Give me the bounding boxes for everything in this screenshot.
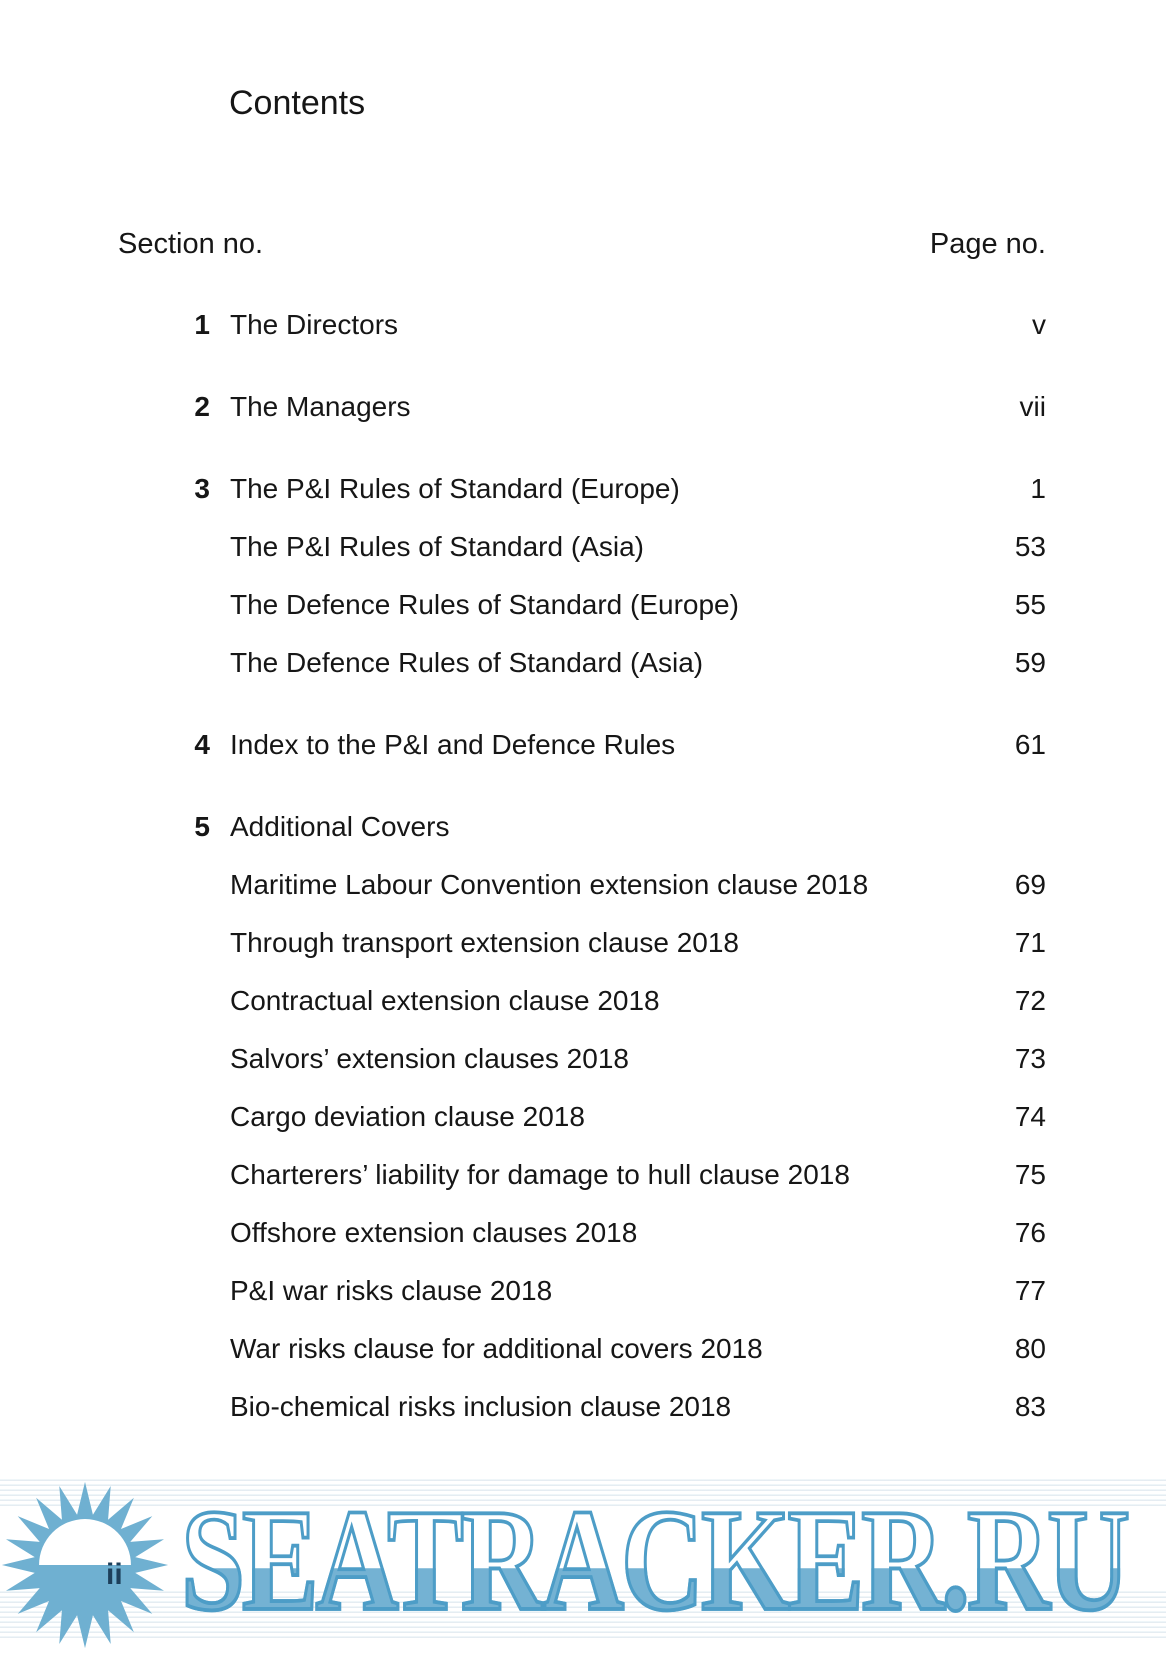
toc-row-page: 76 — [1014, 1217, 1046, 1248]
toc-row-number: 5 — [194, 811, 210, 842]
toc-row-page: v — [1032, 309, 1046, 340]
toc-row-title: The P&I Rules of Standard (Europe) — [230, 473, 680, 504]
toc-row-number: 2 — [194, 391, 210, 422]
toc-row-title: The Defence Rules of Standard (Europe) — [230, 589, 739, 620]
toc-row-title: Bio-chemical risks inclusion clause 2018 — [230, 1391, 732, 1422]
toc-row-number: 3 — [194, 473, 210, 504]
toc-row-title: Offshore extension clauses 2018 — [230, 1217, 638, 1248]
toc-row: Cargo deviation clause 2018 74 — [118, 1101, 1046, 1133]
toc-row-page: 75 — [1014, 1159, 1046, 1190]
toc-row-title: The Managers — [230, 391, 411, 422]
toc-row: The Defence Rules of Standard (Europe) 5… — [118, 589, 1046, 621]
page-no-header: Page no. — [929, 228, 1046, 260]
toc-row-title: The Directors — [230, 309, 399, 340]
toc-row: Maritime Labour Convention extension cla… — [118, 869, 1046, 901]
toc-row-title: Index to the P&I and Defence Rules — [230, 729, 676, 760]
watermark-noise-band — [0, 1476, 1166, 1506]
sun-logo-icon — [1, 1481, 169, 1649]
toc-row: Offshore extension clauses 2018 76 — [118, 1217, 1046, 1249]
toc-row-title: P&I war risks clause 2018 — [230, 1275, 553, 1306]
toc-row-page: 71 — [1014, 927, 1046, 958]
toc-row-page: 83 — [1014, 1391, 1046, 1422]
toc-column-headers: Section no. Page no. — [118, 228, 1046, 260]
toc-row: 1 The Directors v — [118, 309, 1046, 341]
toc-row-page: 61 — [1014, 729, 1046, 760]
toc-row-title: The P&I Rules of Standard (Asia) — [230, 531, 644, 562]
toc-row: 2 The Managers vii — [118, 391, 1046, 423]
toc-row-title: The Defence Rules of Standard (Asia) — [230, 647, 704, 678]
toc-row: Bio-chemical risks inclusion clause 2018… — [118, 1391, 1046, 1423]
toc-row-page: 59 — [1014, 647, 1046, 678]
toc-row: 3 The P&I Rules of Standard (Europe) 1 — [118, 473, 1046, 505]
toc-row-title: Additional Covers — [230, 811, 450, 842]
toc-row-number: 1 — [194, 309, 210, 340]
page-title: Contents — [229, 84, 366, 122]
toc-row: War risks clause for additional covers 2… — [118, 1333, 1046, 1365]
toc-row: 4 Index to the P&I and Defence Rules 61 — [118, 729, 1046, 761]
toc-row: The P&I Rules of Standard (Asia) 53 — [118, 531, 1046, 563]
toc-row-page: 74 — [1014, 1101, 1046, 1132]
section-no-header: Section no. — [118, 228, 264, 260]
toc-row-page: vii — [1019, 391, 1046, 422]
toc-row-title: War risks clause for additional covers 2… — [230, 1333, 763, 1364]
toc-row-page: 77 — [1014, 1275, 1046, 1306]
toc-row-title: Charterers’ liability for damage to hull… — [230, 1159, 850, 1190]
page-number-label: ii — [106, 1558, 123, 1591]
toc-row: 5 Additional Covers — [118, 811, 1046, 843]
toc-row: Salvors’ extension clauses 2018 73 — [118, 1043, 1046, 1075]
toc-row: P&I war risks clause 2018 77 — [118, 1275, 1046, 1307]
toc-row-page: 80 — [1014, 1333, 1046, 1364]
toc-row-page: 69 — [1014, 869, 1046, 900]
toc-row-title: Through transport extension clause 2018 — [230, 927, 739, 958]
toc-row: Charterers’ liability for damage to hull… — [118, 1159, 1046, 1191]
toc-row-page: 72 — [1014, 985, 1046, 1016]
watermark-text: SEATRACKER.RU — [179, 1479, 1131, 1641]
toc-row-number: 4 — [194, 729, 210, 760]
toc-row-page: 55 — [1014, 589, 1046, 620]
toc-row-page: 73 — [1014, 1043, 1046, 1074]
toc-list: 1 The Directors v 2 The Managers vii 3 T… — [118, 264, 1046, 1423]
toc-row: The Defence Rules of Standard (Asia) 59 — [118, 647, 1046, 679]
toc-row-title: Maritime Labour Convention extension cla… — [230, 869, 869, 900]
toc-row: Contractual extension clause 2018 72 — [118, 985, 1046, 1017]
watermark-noise-band — [0, 1590, 1166, 1638]
toc-row-page: 53 — [1014, 531, 1046, 562]
toc-row-title: Contractual extension clause 2018 — [230, 985, 660, 1016]
toc-row-title: Salvors’ extension clauses 2018 — [230, 1043, 629, 1074]
toc-row-title: Cargo deviation clause 2018 — [230, 1101, 585, 1132]
toc-row: Through transport extension clause 2018 … — [118, 927, 1046, 959]
toc-row-page: 1 — [1030, 473, 1046, 504]
